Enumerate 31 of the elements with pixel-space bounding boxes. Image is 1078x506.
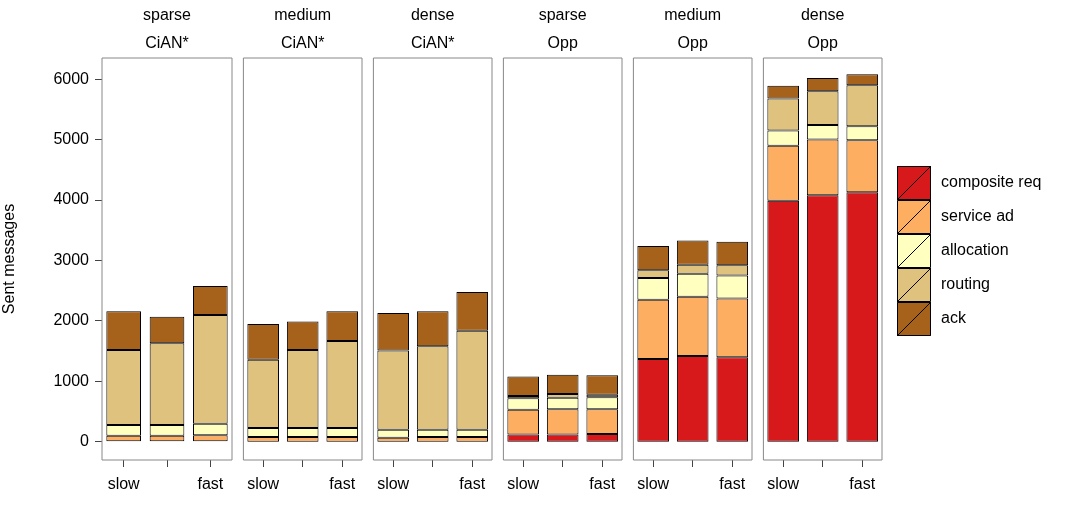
x-tick-label: fast (459, 475, 486, 493)
x-tick-label: slow (107, 475, 141, 493)
chart-title: dense CiAN* (410, 6, 455, 52)
legend-label: routing (941, 275, 990, 293)
x-tick-label: slow (377, 475, 410, 493)
legend-label: composite req (941, 173, 1042, 191)
y-axis-title: Sent messages (0, 203, 18, 315)
x-tick-label: fast (329, 475, 356, 493)
y-tick-label: 2000 (53, 311, 90, 329)
chart-title: sparse Opp (538, 6, 587, 52)
x-tick-label: slow (767, 475, 800, 493)
chart-title: medium CiAN* (274, 6, 332, 52)
y-tick-label: 4000 (53, 190, 90, 208)
chart-title: medium Opp (664, 6, 722, 52)
y-tick-label: 3000 (53, 250, 90, 268)
x-tick-label: fast (197, 475, 224, 493)
x-tick-label: fast (719, 475, 746, 493)
y-tick-label: 0 (80, 432, 90, 450)
x-tick-label: slow (637, 475, 670, 493)
x-tick-label: slow (247, 475, 280, 493)
legend-label: allocation (941, 241, 1009, 259)
legend-label: service ad (941, 207, 1014, 225)
x-tick-label: fast (849, 475, 876, 493)
chart-title: dense Opp (800, 6, 845, 52)
y-tick-label: 5000 (53, 130, 90, 148)
x-tick-label: fast (589, 475, 616, 493)
y-tick-label: 1000 (53, 371, 90, 389)
chart-title: sparse CiAN* (142, 6, 192, 52)
y-tick-label: 6000 (53, 69, 90, 87)
legend-label: ack (941, 309, 967, 327)
x-tick-label: slow (507, 475, 540, 493)
